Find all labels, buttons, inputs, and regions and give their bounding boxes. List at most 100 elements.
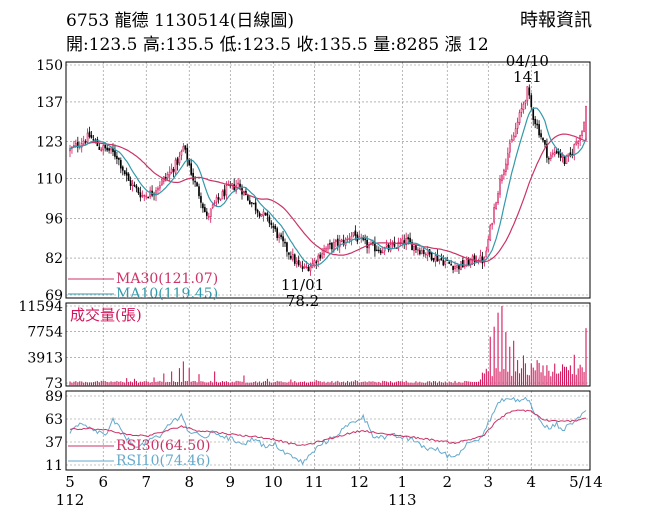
volume-bar xyxy=(436,382,438,386)
candle-body xyxy=(487,238,490,251)
volume-bar xyxy=(249,382,251,386)
volume-bar xyxy=(151,382,153,386)
volume-bar xyxy=(71,382,73,386)
candle-body xyxy=(290,255,292,259)
x-tick-label: 8 xyxy=(184,473,194,491)
volume-bar xyxy=(423,382,425,386)
volume-bar xyxy=(526,374,528,386)
volume-bar xyxy=(133,378,136,386)
volume-bar xyxy=(536,360,538,386)
volume-bar xyxy=(239,381,241,386)
candle-body xyxy=(178,156,181,164)
volume-bar xyxy=(415,381,417,386)
volume-bar xyxy=(583,371,585,386)
volume-bar xyxy=(327,381,329,386)
price-tick-label: 150 xyxy=(36,58,63,74)
volume-bar xyxy=(219,382,222,386)
volume-bar xyxy=(208,382,210,386)
candle-body xyxy=(549,154,552,159)
volume-bar xyxy=(409,382,411,386)
candle-body xyxy=(211,204,214,209)
volume-bar xyxy=(364,381,366,386)
volume-bar xyxy=(372,381,374,386)
volume-bar xyxy=(272,382,274,386)
volume-bar xyxy=(505,332,507,386)
volume-bar xyxy=(511,375,513,386)
candle-body xyxy=(192,172,194,181)
x-tick-label: 10 xyxy=(264,473,283,491)
candle-body xyxy=(272,225,275,228)
candle-body xyxy=(250,202,253,204)
volume-bar xyxy=(446,382,448,386)
volume-bar xyxy=(466,381,468,386)
candle-body xyxy=(420,250,423,254)
volume-bar xyxy=(235,380,237,386)
ma30-line xyxy=(69,133,587,263)
volume-bar xyxy=(391,382,394,386)
candle-body xyxy=(168,171,171,176)
volume-bar xyxy=(519,373,521,386)
candle-body xyxy=(274,225,277,230)
candle-body xyxy=(479,255,482,262)
candle-body xyxy=(409,237,411,243)
candle-body xyxy=(516,121,519,129)
candle-body xyxy=(469,259,472,265)
volume-bar xyxy=(126,378,128,386)
volume-bar xyxy=(218,382,220,386)
candle-body xyxy=(434,255,437,263)
volume-bar xyxy=(395,381,397,386)
volume-bar xyxy=(454,380,456,386)
volume-bar xyxy=(493,326,495,386)
candle-body xyxy=(84,141,87,143)
rsi30-line xyxy=(70,409,587,446)
panel-frame xyxy=(65,302,591,387)
candle-body xyxy=(536,123,538,126)
candle-body xyxy=(143,194,146,197)
volume-bar xyxy=(81,381,83,386)
candle-body xyxy=(186,147,189,161)
volume-bar xyxy=(245,382,247,386)
volume-bar xyxy=(212,382,214,386)
volume-bar xyxy=(143,381,145,386)
candle-body xyxy=(313,260,316,266)
chart-legends: MA30(121.07)MA10(119.45) 成交量(張) RSI30(64.5… xyxy=(68,271,218,469)
volume-bar xyxy=(282,382,284,386)
candle-body xyxy=(180,151,183,156)
candle-body xyxy=(92,139,95,141)
candle-body xyxy=(149,190,151,198)
candle-body xyxy=(430,252,433,260)
volume-bar xyxy=(102,380,104,386)
volume-bar xyxy=(216,381,218,386)
candle-body xyxy=(579,134,581,141)
volume-bar xyxy=(290,379,292,386)
chart-date: 1130514 xyxy=(154,11,230,31)
volume-bar xyxy=(530,363,532,386)
volume-bar xyxy=(534,370,536,386)
candle-body xyxy=(508,142,511,153)
volume-bar xyxy=(429,381,431,386)
volume-bar xyxy=(237,380,239,386)
volume-bar xyxy=(393,382,395,386)
volume-bar xyxy=(198,374,200,386)
ohlc-label: 低 xyxy=(219,35,237,55)
volume-bar xyxy=(380,382,382,386)
candle-body xyxy=(551,152,554,155)
candle-body xyxy=(141,195,144,197)
volume-bar xyxy=(411,382,413,386)
x-tick-label: 3 xyxy=(483,473,493,491)
volume-bar xyxy=(278,381,280,386)
candle-body xyxy=(456,264,458,268)
candle-body xyxy=(415,244,417,251)
volume-bar xyxy=(122,382,124,386)
volume-bar xyxy=(261,382,263,386)
volume-bar xyxy=(575,374,577,386)
volume-bar xyxy=(253,381,255,386)
volume-bar xyxy=(202,381,204,386)
candle-body xyxy=(530,95,533,108)
candle-body xyxy=(278,234,280,239)
candle-body xyxy=(583,121,585,132)
volume-bar xyxy=(257,382,259,386)
candle-body xyxy=(364,238,366,241)
candle-body xyxy=(237,182,239,185)
ohlc-value: 12 xyxy=(467,35,489,55)
